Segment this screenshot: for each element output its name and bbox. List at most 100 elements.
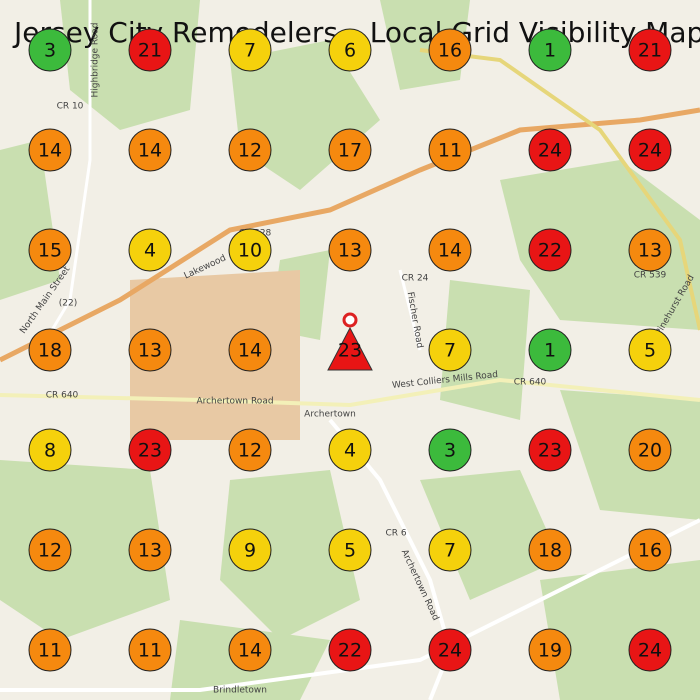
rank-circle xyxy=(28,28,72,72)
rank-label: 21 xyxy=(138,40,162,62)
rank-circle xyxy=(228,228,272,272)
rank-label: 11 xyxy=(138,640,162,662)
rank-label: 6 xyxy=(344,40,356,62)
rank-label: 12 xyxy=(238,140,262,162)
rank-circle xyxy=(428,328,472,372)
pin-head xyxy=(342,312,358,328)
rank-circle xyxy=(128,328,172,372)
map-label: Archertown Road xyxy=(196,397,273,407)
rank-circle xyxy=(528,628,572,672)
rank-label: 13 xyxy=(138,340,162,362)
rank-circle xyxy=(628,428,672,472)
map-label: CR 24 xyxy=(402,274,429,284)
rank-circle xyxy=(428,228,472,272)
rank-circle xyxy=(328,128,372,172)
map-label: CR 10 xyxy=(57,102,84,112)
rank-label: 12 xyxy=(38,540,62,562)
rank-label: 3 xyxy=(444,440,456,462)
rank-circle xyxy=(428,428,472,472)
rank-label: 23 xyxy=(338,340,362,362)
rank-circle xyxy=(628,28,672,72)
rank-circle xyxy=(428,528,472,572)
map-label: Brindletown xyxy=(213,686,267,696)
rank-label: 5 xyxy=(644,340,656,362)
map-label: Highbridge Road xyxy=(91,22,101,97)
rank-circle xyxy=(28,328,72,372)
rank-circle xyxy=(628,628,672,672)
rank-label: 20 xyxy=(638,440,662,462)
rank-circle xyxy=(228,528,272,572)
rank-label: 21 xyxy=(638,40,662,62)
rank-circle xyxy=(128,28,172,72)
rank-label: 11 xyxy=(438,140,462,162)
rank-label: 14 xyxy=(238,640,262,662)
rank-circle xyxy=(28,628,72,672)
rank-label: 4 xyxy=(144,240,156,262)
rank-circle xyxy=(28,128,72,172)
rank-circle xyxy=(128,528,172,572)
rank-label: 18 xyxy=(538,540,562,562)
rank-label: 10 xyxy=(238,240,262,262)
rank-label: 19 xyxy=(538,640,562,662)
rank-circle xyxy=(328,28,372,72)
rank-circle xyxy=(628,328,672,372)
map-label: Archertown xyxy=(304,410,356,420)
rank-circle xyxy=(328,628,372,672)
rank-circle xyxy=(28,228,72,272)
rank-label: 13 xyxy=(338,240,362,262)
rank-circle xyxy=(528,428,572,472)
rank-circle xyxy=(228,128,272,172)
rank-circle xyxy=(28,528,72,572)
rank-label: 16 xyxy=(438,40,462,62)
rank-label: 24 xyxy=(538,140,562,162)
rank-label: 22 xyxy=(538,240,562,262)
rank-circle xyxy=(628,228,672,272)
rank-circle xyxy=(628,128,672,172)
rank-circle xyxy=(228,628,272,672)
rank-label: 24 xyxy=(638,640,662,662)
rank-circle xyxy=(228,328,272,372)
rank-label: 14 xyxy=(438,240,462,262)
rank-label: 13 xyxy=(638,240,662,262)
rank-label: 14 xyxy=(238,340,262,362)
rank-label: 23 xyxy=(538,440,562,462)
rank-circle xyxy=(528,28,572,72)
rank-circle xyxy=(328,428,372,472)
rank-label: 12 xyxy=(238,440,262,462)
rank-circle xyxy=(428,628,472,672)
rank-circle xyxy=(128,128,172,172)
rank-label: 24 xyxy=(638,140,662,162)
rank-label: 7 xyxy=(444,340,456,362)
rank-label: 8 xyxy=(44,440,56,462)
map-label: CR 640 xyxy=(46,391,79,401)
rank-circle xyxy=(428,128,472,172)
rank-label: 14 xyxy=(38,140,62,162)
rank-circle xyxy=(428,28,472,72)
rank-label: 9 xyxy=(244,540,256,562)
map-label: CR 539 xyxy=(634,271,667,281)
rank-circle xyxy=(528,128,572,172)
rank-label: 5 xyxy=(344,540,356,562)
rank-label: 17 xyxy=(338,140,362,162)
rank-circle xyxy=(328,228,372,272)
center-marker xyxy=(327,326,373,371)
map-label: (22) xyxy=(59,299,77,309)
rank-circle xyxy=(528,228,572,272)
rank-label: 3 xyxy=(44,40,56,62)
rank-label: 11 xyxy=(38,640,62,662)
rank-circle xyxy=(528,528,572,572)
rank-label: 7 xyxy=(244,40,256,62)
rank-label: 1 xyxy=(544,340,556,362)
map-label: CR 6 xyxy=(385,529,406,539)
rank-circle xyxy=(128,228,172,272)
rank-label: 13 xyxy=(138,540,162,562)
rank-label: 7 xyxy=(444,540,456,562)
rank-circle xyxy=(228,28,272,72)
rank-circle xyxy=(28,428,72,472)
rank-label: 4 xyxy=(344,440,356,462)
rank-label: 23 xyxy=(138,440,162,462)
rank-label: 15 xyxy=(38,240,62,262)
